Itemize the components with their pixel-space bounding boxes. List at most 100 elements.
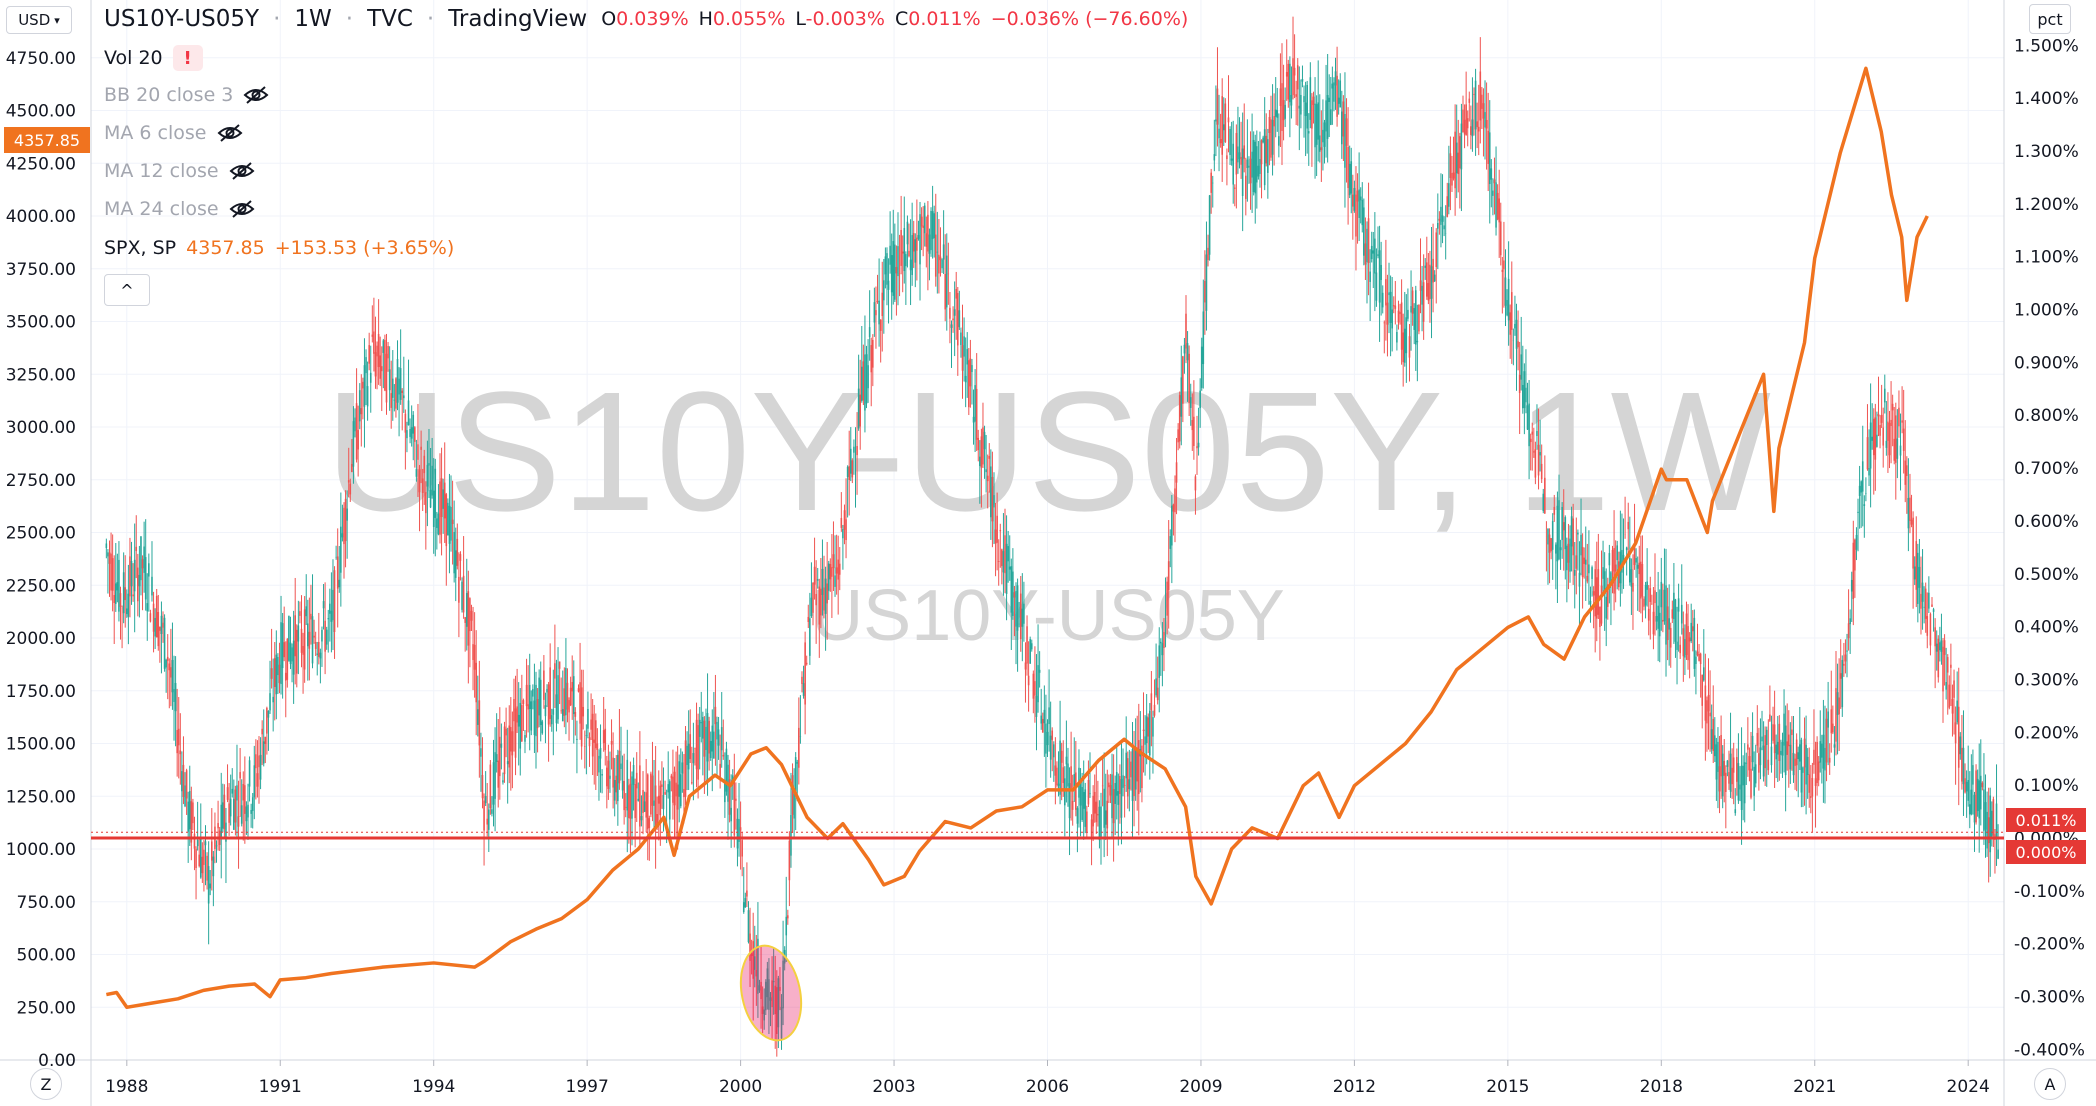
left-tick-label: 4250.00 — [6, 154, 76, 174]
indicator-ma24[interactable]: MA 24 close — [104, 198, 255, 220]
right-tick-label: -0.300% — [2014, 988, 2085, 1008]
left-tick-label: 3000.00 — [6, 418, 76, 438]
close-label: C — [894, 8, 909, 30]
compare-legend[interactable]: SPX, SP 4357.85 +153.53 (+3.65%) — [104, 237, 454, 259]
indicator-label: BB 20 close 3 — [104, 84, 234, 106]
right-tick-label: 0.900% — [2014, 353, 2079, 373]
watermark: US10Y-US05Y, 1W US10Y-US05Y — [325, 357, 1771, 656]
x-tick-label: 2000 — [719, 1077, 762, 1097]
right-tick-label: 1.000% — [2014, 301, 2079, 321]
x-tick-label: 1988 — [105, 1077, 148, 1097]
left-tick-label: 1500.00 — [6, 735, 76, 755]
left-tick-label: 2750.00 — [6, 471, 76, 491]
left-tick-label: 0.00 — [38, 1051, 76, 1071]
right-tick-label: 0.700% — [2014, 459, 2079, 479]
right-tick-label: 1.200% — [2014, 195, 2079, 215]
left-tick-label: 4750.00 — [6, 49, 76, 69]
compare-symbol: SPX, SP — [104, 237, 177, 259]
x-tick-label: 2021 — [1793, 1077, 1836, 1097]
right-tick-label: 1.400% — [2014, 89, 2079, 109]
x-tick-label: 2015 — [1486, 1077, 1529, 1097]
compare-change: +153.53 (+3.65%) — [274, 237, 455, 259]
low-value: -0.003% — [805, 8, 885, 30]
spx-price-tag: 4357.85 — [4, 127, 90, 154]
x-tick-label: 2012 — [1333, 1077, 1376, 1097]
compare-value: 4357.85 — [186, 237, 265, 259]
right-tick-label: -0.400% — [2014, 1040, 2085, 1060]
left-tick-label: 1750.00 — [6, 682, 76, 702]
x-tick-label: 1997 — [566, 1077, 609, 1097]
low-label: L — [795, 8, 806, 30]
left-tick-label: 2500.00 — [6, 524, 76, 544]
right-tick-label: 1.300% — [2014, 142, 2079, 162]
x-tick-label: 2006 — [1026, 1077, 1069, 1097]
left-tick-label: 750.00 — [17, 893, 76, 913]
source-label: TVC — [367, 6, 413, 32]
right-tick-label: 0.800% — [2014, 406, 2079, 426]
indicator-ma6[interactable]: MA 6 close — [104, 122, 243, 144]
right-tick-label: -0.200% — [2014, 935, 2085, 955]
right-tick-label: 1.100% — [2014, 248, 2079, 268]
left-tick-label: 4000.00 — [6, 207, 76, 227]
right-tick-label: 0.400% — [2014, 618, 2079, 638]
eye-hidden-icon[interactable] — [243, 86, 269, 104]
left-tick-label: 2250.00 — [6, 576, 76, 596]
change-value: −0.036% (−76.60%) — [990, 8, 1189, 30]
zero-value-tag: 0.000% — [2006, 840, 2086, 865]
symbol-title[interactable]: US10Y-US05Y — [104, 6, 260, 32]
collapse-legend-button[interactable]: ^ — [104, 274, 150, 306]
left-tick-label: 2000.00 — [6, 629, 76, 649]
indicator-label: MA 12 close — [104, 160, 219, 182]
right-tick-label: 0.100% — [2014, 776, 2079, 796]
right-tick-label: 1.500% — [2014, 36, 2079, 56]
x-tick-label: 2024 — [1947, 1077, 1990, 1097]
spx-line — [105, 66, 1929, 1009]
x-tick-label: 2009 — [1179, 1077, 1222, 1097]
indicator-bb[interactable]: BB 20 close 3 — [104, 84, 269, 106]
watermark-line2: US10Y-US05Y — [811, 576, 1285, 656]
indicator-vol[interactable]: Vol 20 ! — [104, 45, 203, 71]
left-axis-ticks: 0.00 250.00 500.00 750.00 1000.00 1250.00 1500… — [6, 49, 76, 1071]
indicator-label: MA 24 close — [104, 198, 219, 220]
left-tick-label: 1000.00 — [6, 840, 76, 860]
indicator-label: Vol 20 — [104, 47, 163, 69]
last-value-tag: 0.011% — [2006, 808, 2086, 833]
highlight-ellipse — [739, 944, 803, 1042]
indicator-ma12[interactable]: MA 12 close — [104, 160, 255, 182]
z-button[interactable]: Z — [30, 1068, 62, 1100]
left-tick-label: 3500.00 — [6, 313, 76, 333]
x-tick-label: 2018 — [1640, 1077, 1683, 1097]
spx-series — [105, 66, 1929, 1009]
pct-button[interactable]: pct — [2029, 4, 2071, 34]
x-tick-label: 1994 — [412, 1077, 455, 1097]
left-tick-label: 250.00 — [17, 998, 76, 1018]
interval-label[interactable]: 1W — [294, 6, 332, 32]
chevron-down-icon: ▾ — [54, 13, 60, 27]
eye-hidden-icon[interactable] — [217, 124, 243, 142]
left-tick-label: 4500.00 — [6, 102, 76, 122]
open-label: O — [601, 8, 617, 30]
right-tick-label: 0.500% — [2014, 565, 2079, 585]
watermark-line1: US10Y-US05Y, 1W — [325, 357, 1771, 547]
x-tick-label: 2003 — [872, 1077, 915, 1097]
currency-button[interactable]: USD ▾ — [6, 6, 72, 34]
left-tick-label: 3250.00 — [6, 365, 76, 385]
eye-hidden-icon[interactable] — [229, 162, 255, 180]
x-axis-ticks: 1988 1991 1994 1997 2000 2003 2006 2009 2012 2015… — [105, 1060, 1990, 1097]
right-axis-ticks: -0.400%-0.300%-0.200%-0.100%0.000%0.100%… — [2014, 36, 2085, 1060]
eye-hidden-icon[interactable] — [229, 200, 255, 218]
open-value: 0.039% — [616, 8, 689, 30]
ohlc-values: O0.039% H0.055% L-0.003% C0.011% −0.036%… — [601, 8, 1188, 30]
warning-icon[interactable]: ! — [172, 45, 203, 71]
auto-scale-button[interactable]: A — [2034, 1068, 2066, 1100]
left-tick-label: 500.00 — [17, 946, 76, 966]
right-tick-label: 0.200% — [2014, 723, 2079, 743]
currency-label: USD — [18, 11, 51, 29]
right-tick-label: 0.300% — [2014, 670, 2079, 690]
indicator-label: MA 6 close — [104, 122, 207, 144]
platform-label: TradingView — [448, 6, 588, 32]
x-tick-label: 1991 — [259, 1077, 302, 1097]
right-tick-label: 0.600% — [2014, 512, 2079, 532]
